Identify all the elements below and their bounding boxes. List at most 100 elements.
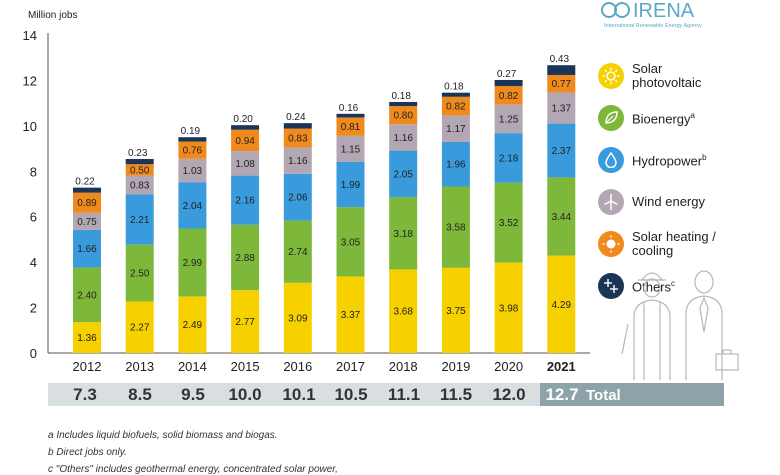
x-tick-label-2014: 2014 — [178, 359, 207, 374]
bar-segment-hydropower-2016 — [283, 173, 312, 221]
data-label-solar-photovoltaic-2016: 3.09 — [288, 313, 308, 324]
y-tick-label: 10 — [23, 119, 37, 134]
bar-segment-others-2013 — [125, 159, 154, 165]
y-axis-unit-label: Million jobs — [28, 10, 77, 21]
bar-segment-solar-photovoltaic-2013 — [125, 301, 154, 353]
bar-segment-hydropower-2021 — [547, 123, 576, 178]
data-label-others-2020: 0.27 — [497, 69, 517, 80]
y-tick-label: 12 — [23, 73, 37, 88]
bar-segment-hydropower-2013 — [125, 194, 154, 245]
bar-segment-solar-photovoltaic-2021 — [547, 255, 576, 353]
bar-segment-solar-photovoltaic-2018 — [389, 269, 418, 353]
x-tick-label-2013: 2013 — [125, 359, 154, 374]
data-label-solar-photovoltaic-2021: 4.29 — [552, 300, 572, 311]
bar-segment-bioenergy-2018 — [389, 197, 418, 270]
totals-bar-highlight — [540, 383, 724, 406]
bar-segment-wind-energy-2017 — [336, 135, 365, 162]
bar-segment-solar-heating-cooling-2015 — [231, 129, 260, 152]
data-label-solar-photovoltaic-2018: 3.68 — [393, 307, 413, 318]
data-label-wind-energy-2017: 1.15 — [341, 144, 361, 155]
data-label-others-2014: 0.19 — [181, 126, 201, 137]
data-label-others-2012: 0.22 — [75, 177, 95, 188]
data-label-wind-energy-2021: 1.37 — [552, 104, 572, 115]
x-tick-label-2018: 2018 — [389, 359, 418, 374]
bar-segment-others-2018 — [389, 102, 418, 107]
data-label-hydropower-2015: 2.16 — [235, 196, 255, 207]
y-tick-label: 14 — [23, 28, 37, 43]
bar-segment-wind-energy-2014 — [178, 158, 207, 183]
bar-segment-solar-heating-cooling-2017 — [336, 117, 365, 136]
data-label-wind-energy-2013: 0.83 — [130, 181, 150, 192]
bar-segment-bioenergy-2019 — [441, 186, 470, 268]
data-label-solar-heating-cooling-2012: 0.89 — [77, 198, 97, 209]
y-tick-label: 6 — [30, 210, 37, 225]
legend-item-wind: Wind energy — [598, 184, 773, 220]
data-label-solar-photovoltaic-2015: 2.77 — [235, 317, 255, 328]
logo-wordmark: IRENA — [633, 0, 695, 22]
bar-segment-hydropower-2018 — [389, 150, 418, 198]
total-label: Total — [586, 387, 621, 404]
x-tick-label-2017: 2017 — [336, 359, 365, 374]
bar-segment-others-2021 — [547, 65, 576, 75]
bar-segment-solar-heating-cooling-2012 — [73, 192, 101, 213]
legend-item-bioenergy: Bioenergya — [598, 100, 773, 136]
y-tick-label: 2 — [30, 301, 37, 316]
bar-segment-hydropower-2012 — [73, 229, 101, 268]
data-label-hydropower-2018: 2.05 — [393, 169, 413, 180]
wind-turbine-icon — [598, 189, 624, 215]
bar-segment-wind-energy-2019 — [441, 115, 470, 142]
bar-segment-others-2017 — [336, 113, 365, 118]
x-tick-label-2012: 2012 — [73, 359, 102, 374]
total-value-2017: 10.5 — [334, 385, 368, 404]
data-label-hydropower-2016: 2.06 — [288, 193, 308, 204]
sun-icon — [598, 63, 624, 89]
total-value-2021: 12.7 — [545, 385, 579, 404]
data-label-bioenergy-2014: 2.99 — [183, 258, 203, 269]
bar-segment-solar-heating-cooling-2019 — [441, 96, 470, 116]
data-label-solar-heating-cooling-2018: 0.80 — [393, 111, 413, 122]
bar-segment-solar-heating-cooling-2020 — [494, 86, 523, 105]
water-drop-icon — [598, 147, 624, 173]
bar-segment-others-2014 — [178, 137, 207, 142]
data-label-wind-energy-2016: 1.16 — [288, 156, 308, 167]
legend-item-solar-pv: Solar photovoltaic — [598, 58, 773, 94]
bar-segment-wind-energy-2012 — [73, 212, 101, 230]
legend-item-solar-heating: Solar heating / cooling — [598, 226, 773, 262]
data-label-others-2015: 0.20 — [233, 114, 253, 125]
logo-tagline: International Renewable Energy Agency — [604, 23, 702, 29]
data-label-others-2019: 0.18 — [444, 82, 464, 93]
total-value-2014: 9.5 — [181, 385, 205, 404]
data-label-solar-heating-cooling-2014: 0.76 — [183, 146, 203, 157]
bar-segment-bioenergy-2020 — [494, 182, 523, 263]
data-label-solar-heating-cooling-2021: 0.77 — [552, 79, 572, 90]
bar-segment-solar-photovoltaic-2014 — [178, 296, 207, 353]
legend-label: Hydropowerb — [632, 153, 707, 169]
data-label-others-2017: 0.16 — [339, 103, 359, 114]
bar-segment-solar-photovoltaic-2012 — [73, 322, 101, 353]
data-label-hydropower-2013: 2.21 — [130, 215, 150, 226]
data-label-bioenergy-2017: 3.05 — [341, 237, 361, 248]
data-label-solar-photovoltaic-2020: 3.98 — [499, 303, 519, 314]
x-tick-label-2019: 2019 — [441, 359, 470, 374]
bar-segment-wind-energy-2020 — [494, 104, 523, 134]
total-value-2018: 11.1 — [387, 385, 421, 404]
legend-label: Wind energy — [632, 194, 705, 209]
workers-illustration — [621, 270, 739, 380]
legend-label: Othersc — [632, 279, 676, 295]
legend-item-others: Othersc — [598, 268, 773, 304]
bar-segment-bioenergy-2014 — [178, 228, 207, 297]
data-label-solar-photovoltaic-2013: 2.27 — [130, 323, 150, 334]
data-label-hydropower-2017: 1.99 — [341, 180, 361, 191]
data-label-solar-photovoltaic-2019: 3.75 — [446, 306, 466, 317]
data-label-bioenergy-2018: 3.18 — [393, 229, 413, 240]
bar-segment-bioenergy-2012 — [73, 267, 101, 323]
total-value-2016: 10.1 — [282, 385, 316, 404]
bar-segment-bioenergy-2016 — [283, 220, 312, 283]
data-label-wind-energy-2012: 0.75 — [77, 217, 97, 228]
legend-label: Bioenergya — [632, 111, 695, 127]
bar-segment-bioenergy-2015 — [231, 224, 260, 291]
data-label-wind-energy-2020: 1.25 — [499, 114, 519, 125]
bar-segment-solar-heating-cooling-2018 — [389, 106, 418, 125]
bar-segment-others-2015 — [231, 125, 260, 130]
